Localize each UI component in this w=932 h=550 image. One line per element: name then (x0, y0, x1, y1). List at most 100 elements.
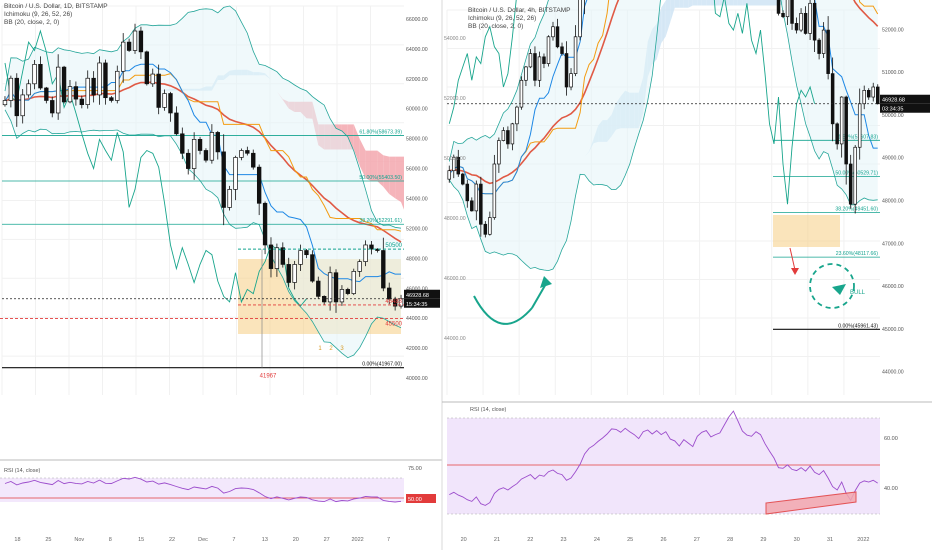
secondary-price-tick: 44000.00 (444, 336, 466, 342)
chikou-line (448, 0, 816, 205)
right-chart[interactable]: 61.80%(51607.83)50.00%(50529.71)38.20%(4… (442, 0, 932, 543)
bb-upper (448, 0, 549, 162)
candle-body (174, 112, 179, 135)
secondary-price-tick: 48000.00 (444, 216, 466, 222)
date-tick: 29 (760, 537, 766, 543)
price-tick: 62000.00 (406, 77, 428, 83)
candle-body (209, 132, 215, 161)
left-date-axis: 18 25 Nov 8 15 22 Dec 7 13 20 27 2022 7 (14, 537, 390, 543)
candle-body (515, 106, 519, 125)
price-tick: 50000.00 (882, 113, 904, 119)
candle-body (103, 62, 108, 99)
date-tick: 13 (262, 537, 268, 543)
rsi-tick-75-bg (406, 463, 436, 472)
right-ichimoku-label: Ichimoku (9, 26, 52, 26) (468, 15, 537, 22)
candle-body (528, 53, 533, 68)
candle-body (573, 36, 578, 74)
candle-body (97, 62, 102, 96)
candle-body (560, 46, 564, 54)
left-price-levels: 50500 46483 45500 41967 1 2 3 (0, 243, 404, 380)
candle-body (262, 202, 268, 246)
date-tick: 20 (461, 537, 467, 543)
candle-body (91, 77, 96, 96)
fib-label: 0.00%(41967.00) (362, 362, 402, 368)
bull-circle (809, 263, 855, 309)
candle-body (14, 77, 19, 117)
candle-body (387, 287, 392, 300)
left-chart[interactable]: 61.80%(58673.39) 50.00%(55403.50) 38.20%(5… (0, 0, 442, 543)
right-range-box (773, 215, 840, 247)
candle-body (251, 152, 256, 168)
date-tick: 27 (324, 537, 330, 543)
candle-body (844, 96, 848, 165)
left-fib-levels: 61.80%(58673.39) 50.00%(55403.50) 38.20%(5… (2, 130, 404, 369)
date-tick: 8 (109, 537, 112, 543)
candle-body (546, 36, 551, 64)
secondary-price-tick: 50000.00 (444, 156, 466, 162)
candle-body (790, 0, 794, 24)
date-tick: 2022 (351, 537, 363, 543)
cloud-segment (769, 0, 774, 6)
fib-label: 61.80%(58673.39) (359, 130, 402, 136)
candle-body (351, 271, 356, 294)
candle-body (857, 103, 862, 148)
date-tick: 31 (827, 537, 833, 543)
secondary-price-tick: 52000.00 (444, 96, 466, 102)
chikou-line (4, 29, 307, 307)
rsi-tick-50-bg (406, 494, 436, 503)
axis-bg (404, 2, 442, 399)
curve-arrow (473, 295, 533, 325)
candle-body (79, 98, 84, 105)
cloud-segment (365, 150, 372, 182)
level-l2-label: 45500 (385, 322, 402, 328)
candle-body (363, 244, 368, 262)
candle-body (524, 66, 528, 81)
rsi-tick-40: 40.00 (884, 486, 898, 492)
candle-body (38, 63, 43, 89)
candle-body (465, 183, 470, 202)
candle-body (506, 130, 510, 145)
candle-body (32, 63, 37, 85)
fib-label: 38.20%(52291.61) (359, 218, 402, 224)
date-tick: Dec (198, 537, 208, 543)
bull-arrow (832, 284, 846, 295)
cloud-segment (701, 0, 707, 6)
candle-body (316, 280, 321, 297)
cloud-segment (760, 0, 765, 6)
price-tick: 47000.00 (882, 241, 904, 247)
candle-body (542, 56, 546, 64)
candle-body (227, 189, 232, 208)
candle-body (785, 0, 790, 18)
current-price-tag-bg (404, 289, 440, 299)
candle-body (839, 96, 844, 145)
candle-body (61, 66, 67, 103)
bull-label: BULL (850, 290, 866, 296)
candle-body (492, 163, 497, 218)
arrow-head (540, 276, 552, 288)
price-tick: 66000.00 (406, 17, 428, 23)
rsi-title: RSI (14, close) (470, 407, 507, 413)
candle-body (304, 250, 309, 256)
candle-body (794, 23, 799, 31)
price-tick: 44000.00 (406, 316, 428, 322)
candle-body (799, 12, 803, 31)
price-tick: 48000.00 (406, 256, 428, 262)
countdown-tag-bg (880, 103, 930, 113)
candle-body (180, 133, 185, 154)
date-tick: 2022 (857, 537, 869, 543)
candle-body (191, 139, 197, 169)
rsi-tick-50: 50.00 (408, 497, 422, 503)
candle-body (776, 0, 781, 14)
rsi-tick-60: 60.00 (884, 436, 898, 442)
candle-body (452, 156, 456, 172)
countdown-tag: 03:34:35 (882, 107, 903, 113)
cloud-segment (688, 0, 693, 8)
date-tick: 25 (627, 537, 633, 543)
candle-body (221, 151, 226, 208)
price-tick: 52000.00 (406, 226, 428, 232)
candle-body (830, 73, 835, 125)
fib-label: 0.00%(45961.43) (838, 323, 878, 329)
date-tick: 20 (293, 537, 299, 543)
candle-body (162, 93, 167, 108)
